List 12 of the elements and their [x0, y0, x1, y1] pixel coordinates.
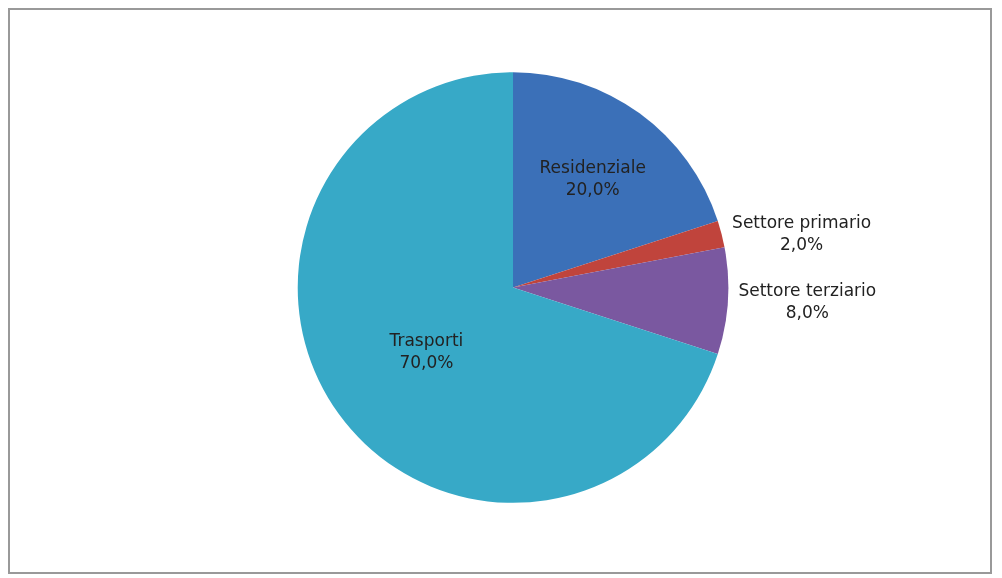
pie-slice	[513, 72, 718, 288]
pie-slice	[513, 221, 725, 288]
slice-label: Residenziale	[539, 156, 646, 177]
pie-slice	[297, 72, 718, 503]
pie-slice	[513, 247, 728, 355]
data-label: 2,0%	[780, 233, 824, 254]
slice-label: Settore terziario	[738, 280, 877, 301]
slice-label: Trasporti	[388, 329, 464, 350]
data-label: 70,0%	[399, 351, 454, 372]
slice-label: Settore primario	[732, 211, 872, 232]
data-label: 20,0%	[565, 178, 620, 199]
data-label: 8,0%	[785, 302, 829, 323]
